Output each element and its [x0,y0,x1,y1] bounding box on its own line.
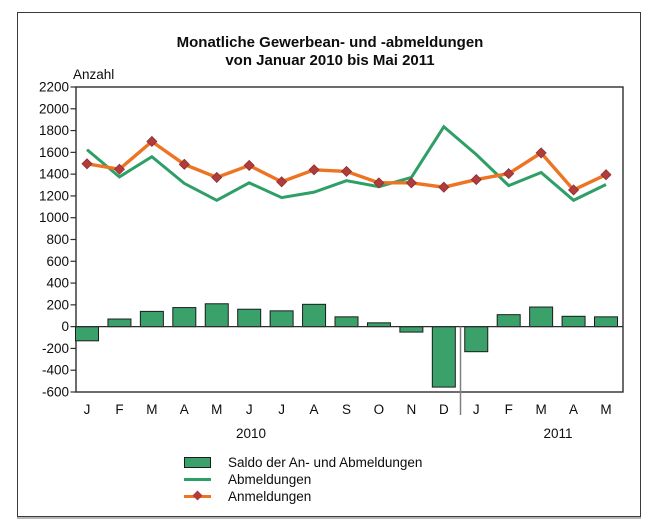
month-label: J [84,402,91,417]
saldo-bar [399,326,424,333]
y-tick-label: 0 [61,319,69,334]
saldo-bar [139,310,164,328]
y-tick-label: 400 [46,276,69,291]
saldo-bar [561,315,586,328]
abmeldungen-line-icon [184,478,211,481]
month-label: M [146,402,157,417]
y-tick-label: 1000 [39,210,69,225]
anmeldungen-marker-diamond-icon [405,177,417,189]
y-tick-label: 600 [46,254,69,269]
saldo-bar [172,307,197,328]
y-tick-label: 2200 [39,80,69,95]
saldo-bar [237,308,262,328]
month-label: J [246,402,253,417]
saldo-bar [431,326,456,388]
anmeldungen-marker-diamond-icon [438,181,450,193]
line-series [81,124,612,203]
legend-label-anmeldungen: Anmeldungen [228,489,312,504]
anmeldungen-marker-diamond-icon [373,177,385,189]
y-axis: -600 -400 -200 0 200 400 600 800 1000 1200 1400 160… [39,80,76,400]
month-label: M [536,402,547,417]
chart-subtitle: von Januar 2010 bis Mai 2011 [225,52,434,69]
month-label: A [180,402,189,417]
legend-item-anmeldungen: Anmeldungen [184,488,422,505]
legend-label-abmeldungen: Abmeldungen [228,472,312,487]
saldo-bars [75,303,618,388]
month-label: F [115,402,123,417]
y-tick-label: 1800 [39,123,69,138]
y-tick-label: -400 [42,363,69,378]
anmeldungen-marker-diamond-icon [146,135,158,148]
y-tick-label: 2000 [39,101,69,116]
legend-label-saldo: Saldo der An- und Abmeldungen [228,455,423,470]
legend: Saldo der An- und Abmeldungen Abmeldunge… [184,454,422,505]
y-tick-label: 200 [46,297,69,312]
saldo-bar [464,326,489,353]
y-tick-label: 800 [46,232,69,247]
month-label: J [473,402,480,417]
month-label: D [439,402,449,417]
y-tick-label: 1400 [39,167,69,182]
saldo-bar [529,306,554,328]
saldo-bar [269,310,294,328]
y-tick-label: -600 [42,385,69,400]
chart-canvas: Monatliche Gewerbean- und -abmeldungen v… [39,34,624,441]
y-tick-label: 1200 [39,188,69,203]
y-tick-label: -200 [42,341,69,356]
legend-item-abmeldungen: Abmeldungen [184,471,422,488]
anmeldungen-marker-diamond-icon [276,176,288,188]
anmeldungen-marker-diamond-icon [308,164,320,176]
saldo-bar [334,316,359,328]
abmeldungen-line [86,124,607,203]
anmeldungen-marker-diamond-icon [470,174,482,186]
saldo-bar [107,318,132,328]
anmeldungen-marker-diamond-icon [243,159,255,171]
anmeldungen-marker-diamond-icon [211,171,223,183]
saldo-bar [302,303,327,328]
plot-frame [75,86,624,393]
saldo-bar [204,303,229,328]
y-axis-unit-label: Anzahl [73,67,114,82]
anmeldungen-marker-diamond-icon [340,165,353,177]
anmeldungen-marker-diamond-icon [600,169,612,181]
anmeldungen-marker-diamond-icon [113,163,126,175]
month-label: F [505,402,513,417]
month-label: J [278,402,285,417]
month-label: A [310,402,319,417]
month-label: A [569,402,578,417]
anmeldungen-marker-diamond-icon [81,158,93,170]
month-label: N [407,402,417,417]
year-label-2010: 2010 [236,426,266,441]
saldo-bar [594,316,618,328]
month-label: S [342,402,351,417]
anmeldungen-marker-diamond-icon [535,147,547,159]
saldo-bar [75,326,99,342]
saldo-bar [496,314,521,328]
anmeldungen-marker-diamond-icon [503,168,515,180]
y-tick-label: 1600 [39,145,69,160]
year-label-2011: 2011 [543,426,572,441]
saldo-swatch-icon [184,457,211,468]
month-label: O [374,402,385,417]
legend-item-saldo: Saldo der An- und Abmeldungen [184,454,422,471]
chart-title: Monatliche Gewerbean- und -abmeldungen [177,34,484,51]
anmeldungen-marker-diamond-icon [567,184,580,196]
month-label: M [600,402,611,417]
chart-container: Monatliche Gewerbean- und -abmeldungen v… [17,12,641,517]
anmeldungen-line-icon [184,490,211,501]
anmeldungen-marker-diamond-icon [178,158,190,170]
month-label: M [211,402,222,417]
